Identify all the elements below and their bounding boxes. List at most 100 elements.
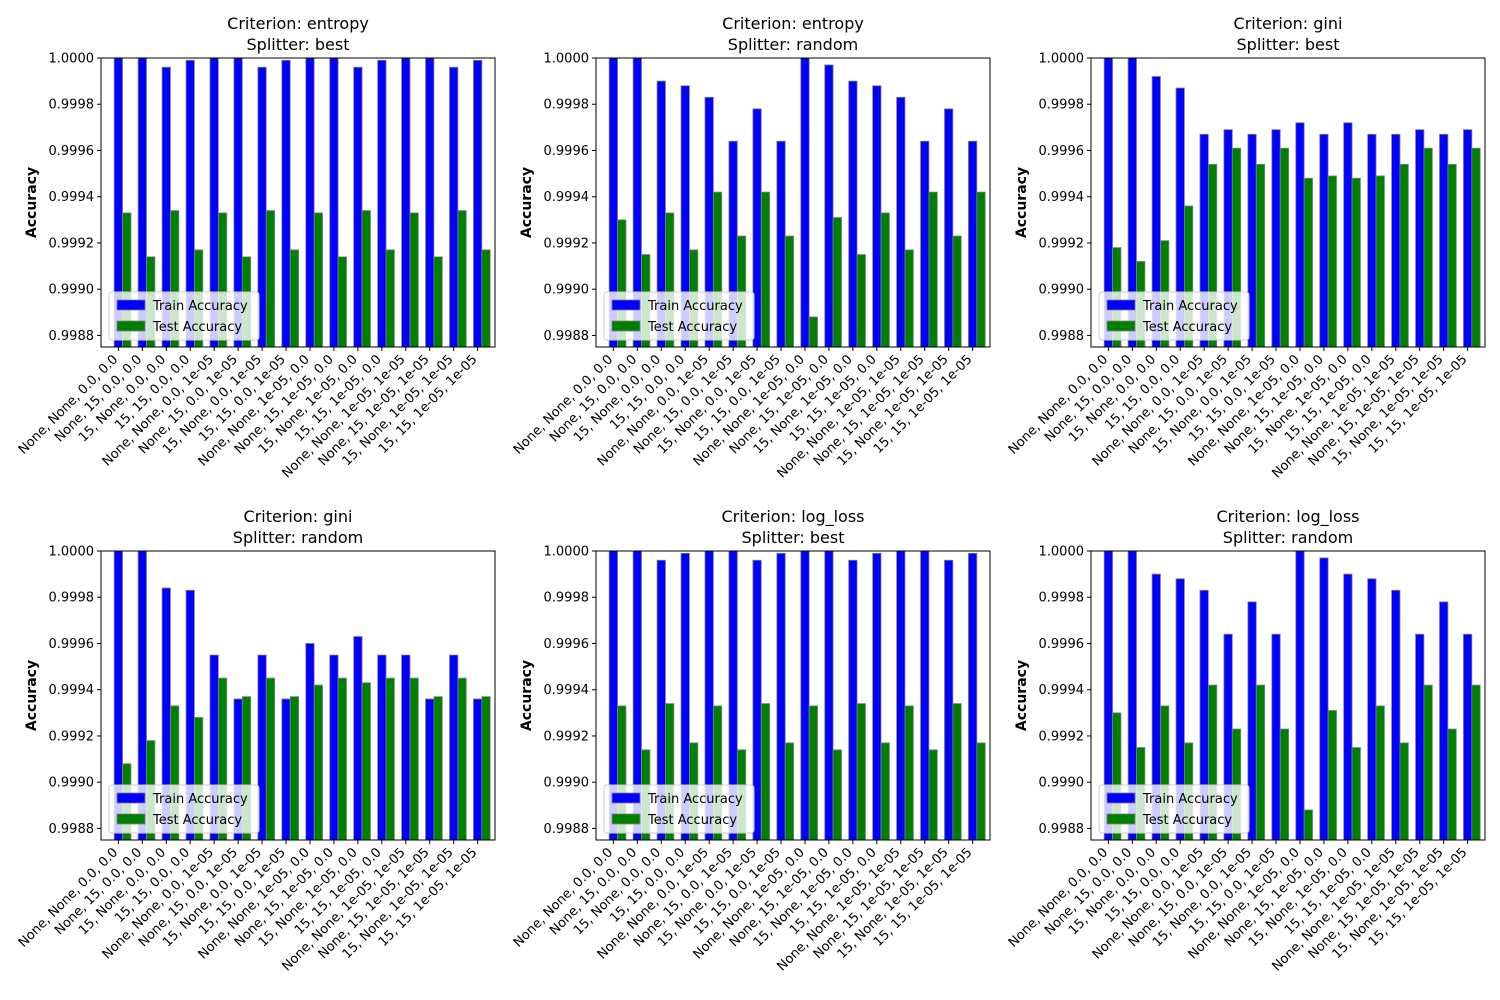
test-bar — [313, 684, 323, 840]
legend: Train Accuracy Test Accuracy — [603, 291, 755, 341]
train-bar — [329, 654, 339, 840]
legend-swatch — [611, 299, 641, 311]
test-bar — [1447, 728, 1457, 840]
test-bar — [385, 677, 395, 840]
y-tick-label: 0.9990 — [1039, 283, 1085, 298]
test-bar — [856, 703, 866, 840]
test-bar — [784, 235, 794, 347]
train-bar — [1103, 551, 1113, 840]
train-bar — [680, 85, 690, 347]
test-bar — [1255, 163, 1266, 347]
train-bar — [473, 59, 483, 347]
train-bar — [1103, 58, 1113, 347]
legend-label: Train Accuracy — [647, 792, 743, 807]
train-bar — [401, 654, 411, 840]
legend-swatch — [116, 320, 146, 332]
legend-label: Test Accuracy — [647, 813, 737, 828]
y-tick-label: 0.9996 — [1039, 144, 1085, 159]
train-bar — [1271, 129, 1281, 347]
test-bar — [1231, 147, 1242, 347]
chart-panel-3: Criterion: gini Splitter: best 0.9988 0.999… — [1006, 14, 1486, 481]
legend-swatch — [611, 792, 641, 804]
train-bar — [1415, 129, 1425, 347]
legend: Train Accuracy Test Accuracy — [1098, 291, 1250, 341]
test-bar — [1447, 163, 1457, 347]
train-bar — [353, 66, 363, 347]
test-bar — [856, 254, 866, 347]
test-bar — [1375, 705, 1385, 840]
train-bar — [1439, 601, 1449, 840]
y-axis-label: Accuracy — [519, 660, 535, 731]
legend: Train Accuracy Test Accuracy — [108, 784, 260, 834]
test-bar — [194, 717, 204, 840]
y-tick-label: 0.9990 — [544, 776, 590, 791]
legend-swatch — [1106, 299, 1136, 311]
train-bar — [1343, 122, 1353, 347]
y-tick-label: 0.9998 — [49, 591, 95, 606]
y-tick-label: 0.9990 — [1039, 776, 1085, 791]
train-bar — [704, 551, 714, 840]
train-bar — [1391, 133, 1401, 347]
train-bar — [281, 59, 291, 347]
test-bar — [289, 249, 299, 347]
test-bar — [313, 212, 323, 347]
y-axis-label: Accuracy — [1014, 660, 1030, 731]
y-tick-label: 0.9992 — [544, 236, 590, 251]
train-bar — [896, 551, 906, 840]
chart-title: Criterion: entropy — [227, 14, 369, 33]
legend-swatch — [116, 792, 146, 804]
test-bar — [457, 677, 467, 840]
train-bar — [920, 551, 930, 840]
chart-title: Criterion: gini — [1234, 14, 1343, 33]
test-bar — [1207, 163, 1218, 347]
y-tick-label: 0.9990 — [544, 283, 590, 298]
train-bar — [1367, 133, 1377, 347]
train-bar — [848, 80, 858, 347]
y-axis-label: Accuracy — [1014, 167, 1030, 238]
train-bar — [161, 66, 171, 347]
y-tick-label: 1.0000 — [544, 52, 590, 67]
test-bar — [760, 703, 771, 840]
train-bar — [944, 559, 954, 840]
test-bar — [617, 705, 627, 840]
test-bar — [409, 677, 419, 840]
y-tick-label: 0.9994 — [1039, 683, 1085, 698]
chart-title: Criterion: log_loss — [1216, 507, 1359, 527]
chart-title: Criterion: gini — [244, 507, 353, 526]
y-tick-label: 0.9998 — [544, 98, 590, 113]
train-bar — [872, 85, 882, 347]
y-tick-label: 1.0000 — [1039, 52, 1085, 67]
test-bar — [1351, 177, 1361, 347]
chart-subtitle: Splitter: random — [728, 35, 858, 54]
test-bar — [1327, 710, 1337, 840]
chart-title: Criterion: log_loss — [721, 507, 864, 527]
y-tick-label: 0.9992 — [544, 729, 590, 744]
legend-swatch — [1106, 320, 1136, 332]
legend-swatch — [611, 813, 641, 825]
test-bar — [976, 191, 986, 347]
test-bar — [241, 696, 252, 840]
legend-label: Test Accuracy — [152, 320, 242, 335]
train-bar — [968, 140, 978, 347]
train-bar — [377, 654, 387, 840]
train-bar — [1367, 578, 1377, 840]
train-bar — [1439, 133, 1449, 347]
y-tick-label: 0.9988 — [1039, 329, 1085, 344]
train-bar — [1175, 578, 1185, 840]
train-bar — [1127, 551, 1137, 840]
test-bar — [784, 742, 794, 840]
test-bar — [1423, 147, 1433, 347]
train-bar — [401, 58, 411, 347]
train-bar — [800, 58, 810, 347]
legend-box — [603, 784, 755, 834]
test-bar — [385, 249, 395, 347]
legend: Train Accuracy Test Accuracy — [1098, 784, 1250, 834]
test-bar — [170, 705, 180, 840]
y-tick-label: 0.9994 — [49, 683, 95, 698]
test-bar — [832, 217, 842, 347]
legend-box — [108, 784, 260, 834]
train-bar — [473, 698, 483, 840]
chart-panel-4: Criterion: gini Splitter: random 0.9988 0.9… — [16, 507, 496, 974]
y-tick-label: 0.9994 — [544, 683, 590, 698]
